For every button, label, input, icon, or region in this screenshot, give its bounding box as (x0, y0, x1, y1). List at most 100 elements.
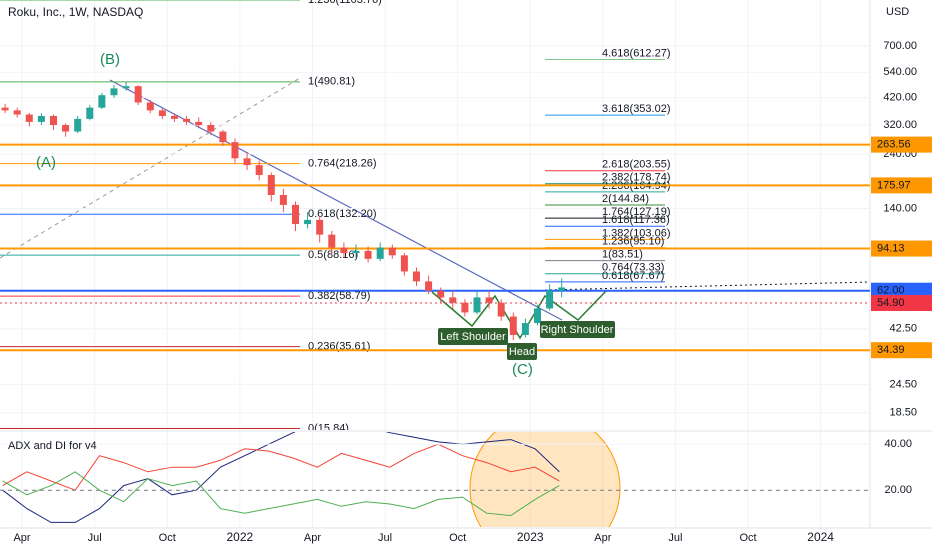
price-badge (871, 136, 932, 153)
neckline (544, 281, 871, 291)
fib-label: 0.618(67.67) (602, 270, 664, 282)
fib-label: 0.382(58.79) (308, 290, 370, 302)
candle-body (122, 86, 130, 89)
highlight (469, 432, 621, 527)
fib-label: 2.382(178.74) (602, 172, 671, 184)
label-box (540, 321, 615, 338)
candle-body (497, 302, 505, 317)
candle-body (279, 194, 287, 205)
fib-label: 1.764(127.19) (602, 206, 671, 218)
price-badge-label: 175.97 (877, 179, 911, 191)
price-badge (871, 177, 932, 194)
candle-body (316, 219, 324, 235)
fib-label: 0.764(73.33) (602, 262, 664, 274)
x-tick-label: Oct (739, 532, 756, 544)
x-tick-label: Apr (304, 532, 321, 544)
candle-body (74, 118, 82, 132)
x-tick-label: Apr (13, 532, 30, 544)
fib-label: 1(83.51) (602, 249, 643, 261)
candle-body (437, 290, 445, 298)
fib-label: 1.618(117.36) (602, 214, 670, 226)
candle-body (376, 247, 384, 259)
currency: USD (886, 6, 909, 18)
x-tick-label: Jul (668, 532, 682, 544)
x-tick-label: 2022 (226, 530, 253, 544)
candle-body (13, 110, 21, 115)
candle-body (62, 125, 70, 132)
candle-body (37, 115, 45, 122)
candle-body (86, 107, 94, 119)
y-tick-label: 540.00 (883, 66, 917, 78)
fib-label: 0.5(88.16) (308, 249, 358, 261)
candle-body (328, 234, 336, 248)
price-pane: 1.236(1103.76) 1(490.81) 0.764(218.26) 0.61… (0, 0, 870, 430)
head-shoulders (431, 289, 608, 340)
candle-body (412, 271, 420, 282)
x-tick-label: 2023 (517, 530, 544, 544)
y-tick-label: 420.00 (883, 91, 917, 103)
candle-body (425, 281, 433, 291)
y-tick-label: 24.50 (889, 378, 917, 390)
pattern-label: Left Shoulder (440, 331, 506, 343)
price-badge-label: 94.13 (877, 242, 905, 254)
fib-label: 4.618(612.27) (602, 47, 671, 59)
candle-body (558, 287, 566, 291)
candle-body (243, 158, 251, 166)
candle-body (267, 175, 275, 195)
x-tick-label: Jul (88, 532, 102, 544)
fib-label: 3.618(353.02) (602, 103, 671, 115)
indicator-pane (0, 432, 870, 523)
candle-body (255, 165, 263, 176)
candle-body (291, 204, 299, 225)
candle-body (473, 297, 481, 313)
price-badge (871, 240, 932, 257)
candle-body (400, 255, 408, 272)
fib-label: 1(490.81) (308, 76, 355, 88)
candle-body (485, 297, 493, 303)
candle-body (449, 297, 457, 303)
x-tick-label: 2024 (807, 530, 834, 544)
fib-trend (0, 77, 301, 259)
candle-body (352, 250, 360, 254)
y-tick-label: 42.50 (889, 323, 917, 335)
candle-body (533, 308, 541, 324)
price-badge (871, 294, 932, 311)
candle-body (219, 131, 227, 143)
price-badge-label: 54.90 (877, 297, 905, 309)
candle-body (207, 125, 215, 132)
fib-label: 1.382(103.06) (602, 227, 671, 239)
y-tick-label: 40.00 (884, 438, 912, 450)
fib-label: 2.618(203.55) (602, 159, 671, 171)
candle-body (146, 102, 154, 111)
candle-body (231, 142, 239, 159)
candle-body (110, 88, 118, 96)
indicator-line (2, 471, 560, 517)
price-badge-label: 34.39 (877, 344, 905, 356)
candle-body (49, 115, 57, 126)
x-tick-label: Oct (159, 532, 176, 544)
label-box (438, 328, 508, 345)
price-badge-label: 263.56 (877, 139, 911, 151)
chart-title: Roku, Inc., 1W, NASDAQ (8, 5, 143, 19)
candle-body (1, 107, 9, 111)
y-tick-label: 18.50 (889, 407, 917, 419)
candle-body (158, 110, 166, 116)
candle-body (183, 118, 191, 122)
candle-body (388, 247, 396, 256)
candle-body (170, 115, 178, 119)
wave-label: (A) (36, 154, 56, 171)
candle-body (98, 95, 106, 108)
candle-body (195, 121, 203, 126)
y-tick-label: 140.00 (883, 202, 917, 214)
candle-body (521, 323, 529, 335)
pattern-label: Right Shoulder (541, 324, 614, 336)
y-tick-label: 320.00 (883, 119, 917, 131)
candle-body (340, 247, 348, 254)
wave-label: (B) (100, 51, 120, 68)
candle-body (509, 316, 517, 335)
candle-body (25, 114, 33, 122)
candle-body (134, 86, 142, 103)
x-tick-label: Oct (449, 532, 466, 544)
